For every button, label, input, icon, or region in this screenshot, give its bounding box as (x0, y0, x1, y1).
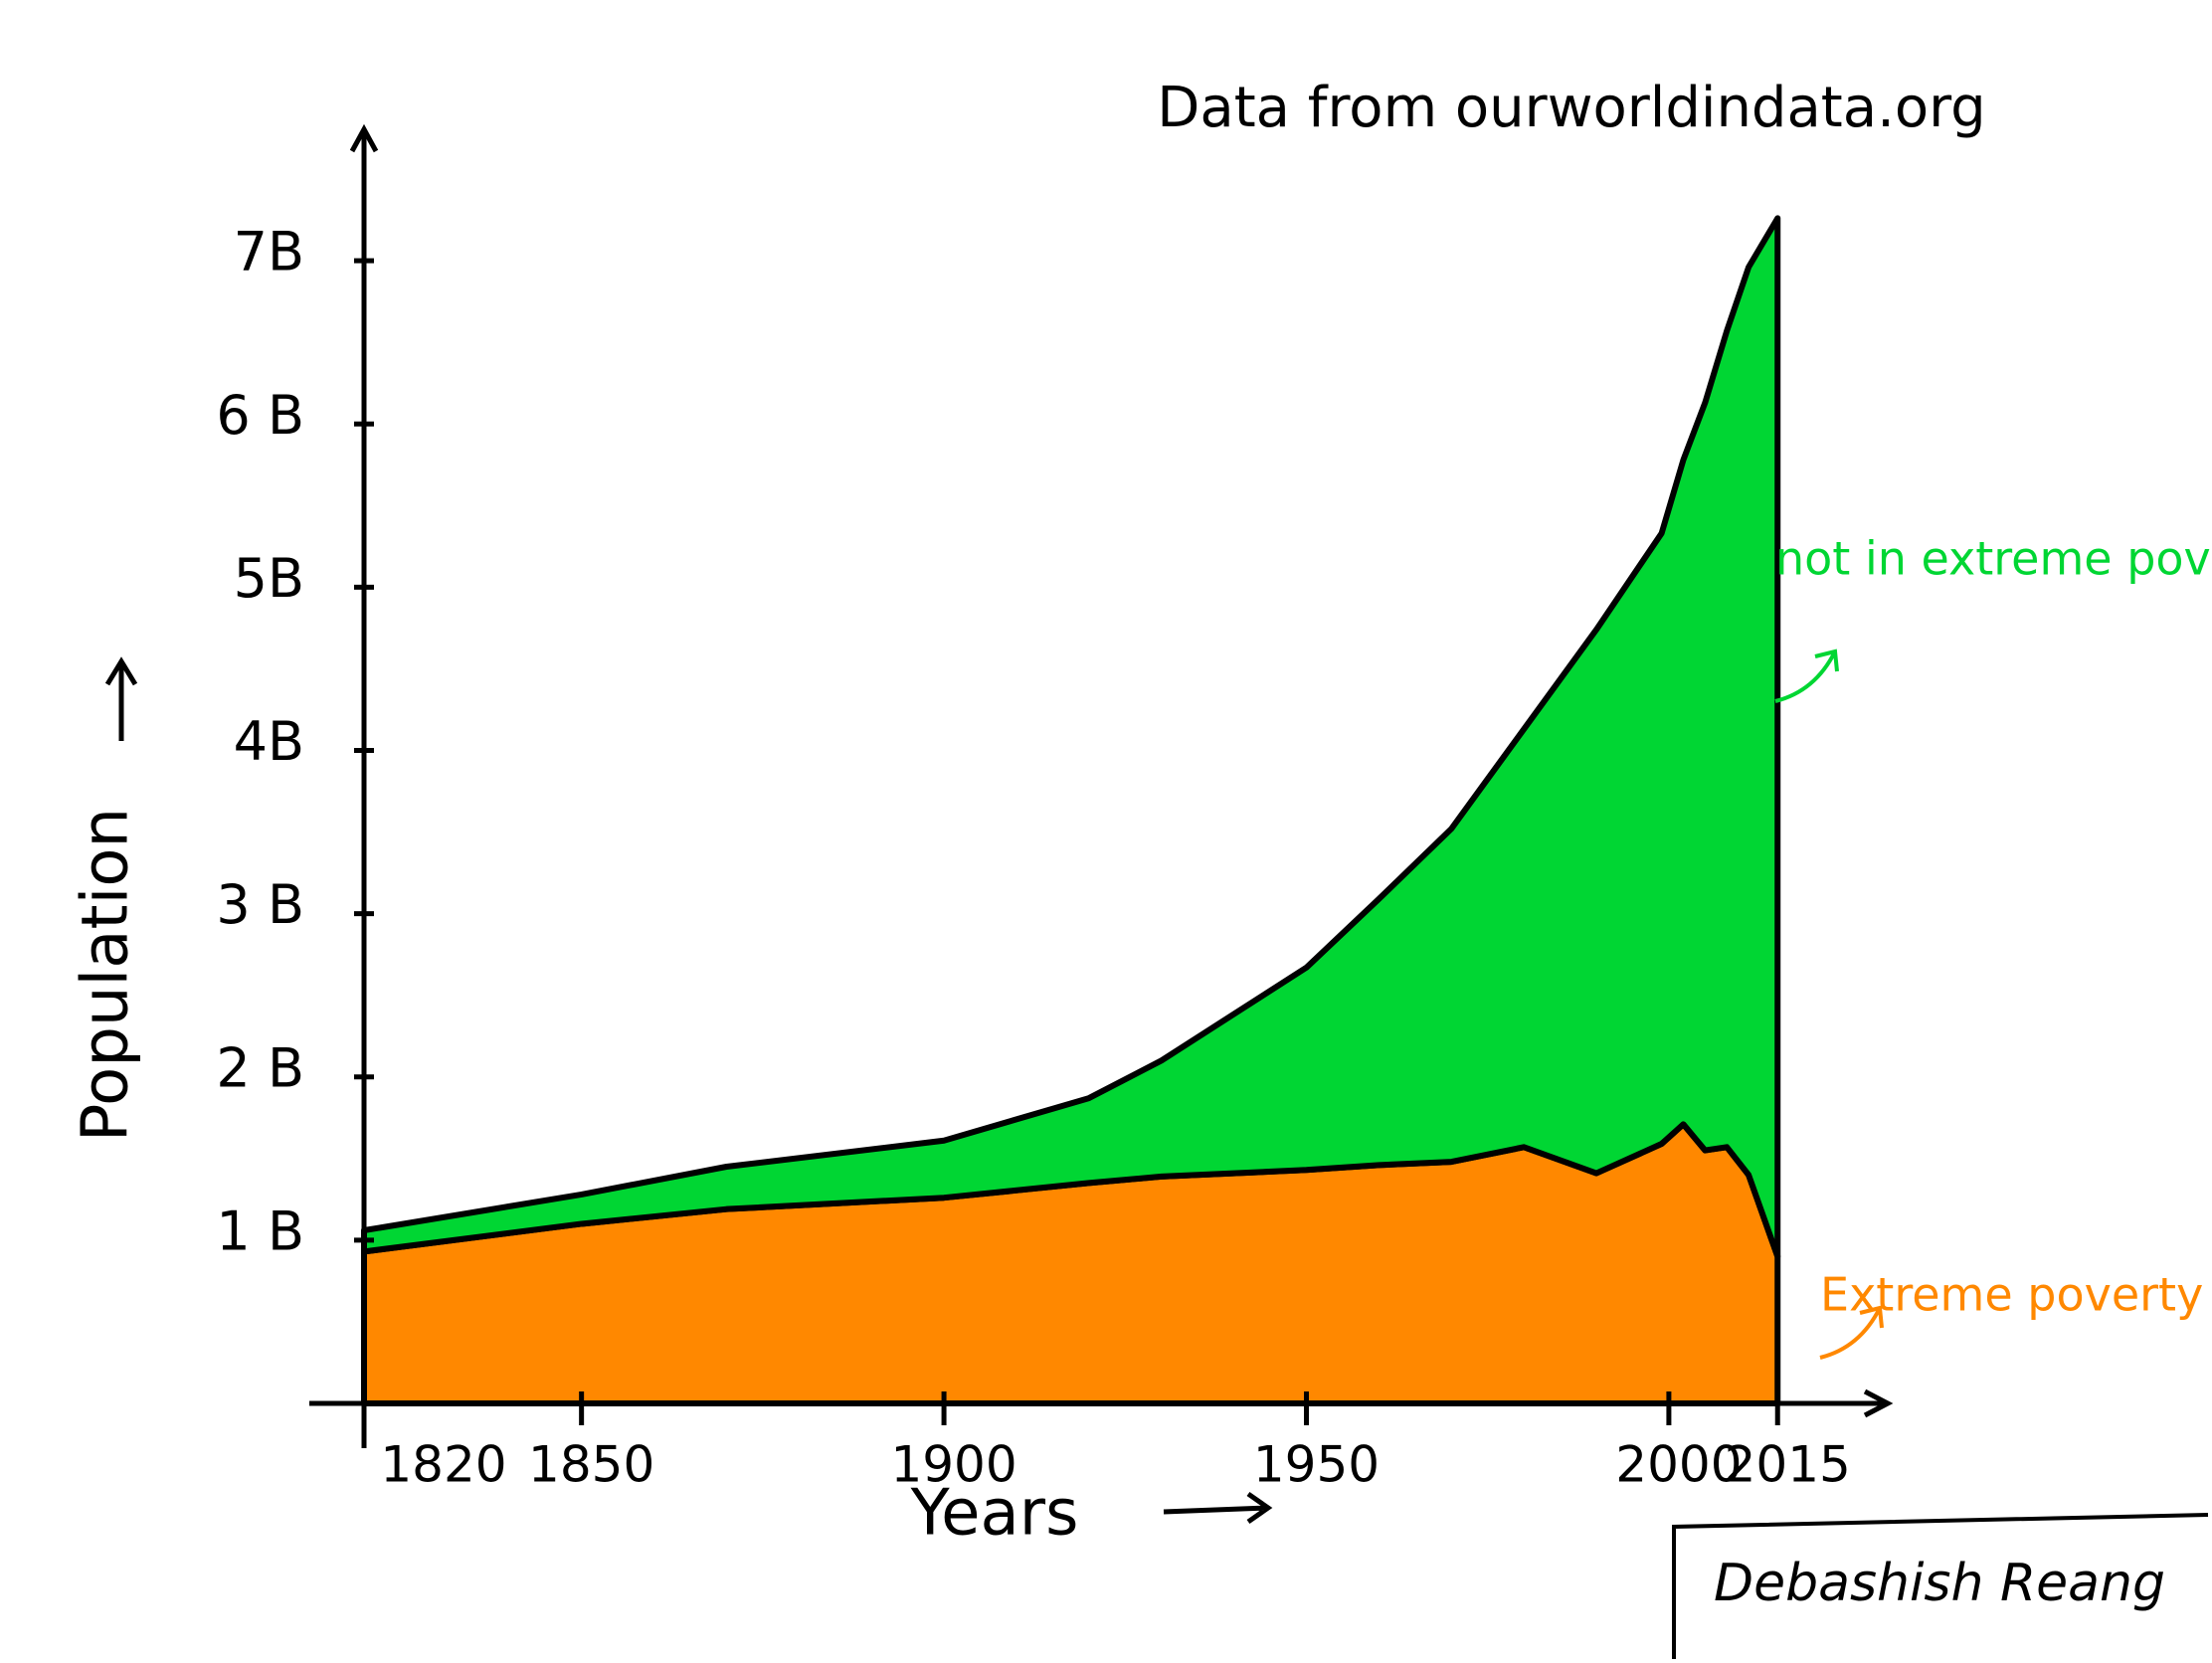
y-tick-label: 3 B (216, 873, 304, 936)
y-tick-label: 2 B (216, 1036, 304, 1099)
x-axis-label: Years (910, 1477, 1079, 1551)
y-axis-label: Population (70, 808, 143, 1142)
x-axis (309, 1388, 1894, 1418)
x-tick-label: 2000 (1615, 1436, 1742, 1494)
signature-box (1672, 1513, 2209, 1659)
x-tick-label: 1950 (1253, 1436, 1380, 1494)
plot-area: 1 B 2 B 3 B 4B 5B 6 B 7B 1820 1850 1900 1950 200020… (216, 123, 2212, 1494)
legend-label: Extreme poverty (1820, 1268, 2203, 1322)
area (361, 215, 1781, 1260)
x-tick-label: 1900 (890, 1436, 1016, 1494)
legend-arrow (1819, 1305, 1884, 1360)
legend-label: not in extreme poverty (1775, 532, 2212, 586)
y-tick-label: 7B (234, 221, 304, 283)
y-axis (349, 123, 379, 1448)
y-tick-label: 6 B (216, 384, 304, 447)
legend-arrow (1774, 648, 1839, 703)
chart-title: Data from ourworldindata.org (1157, 76, 1985, 140)
x-label-arrow (1163, 1491, 1273, 1525)
y-tick-label: 1 B (216, 1201, 304, 1263)
y-label-arrow (104, 656, 138, 741)
y-tick-label: 5B (234, 547, 304, 610)
x-tick-label: 1850 (528, 1436, 654, 1494)
y-tick-label: 4B (234, 710, 304, 773)
x-tick-label: 1820 (380, 1436, 506, 1494)
x-tick-label: 2015 (1725, 1436, 1851, 1494)
signature: Debashish Reang (1714, 1554, 2165, 1613)
